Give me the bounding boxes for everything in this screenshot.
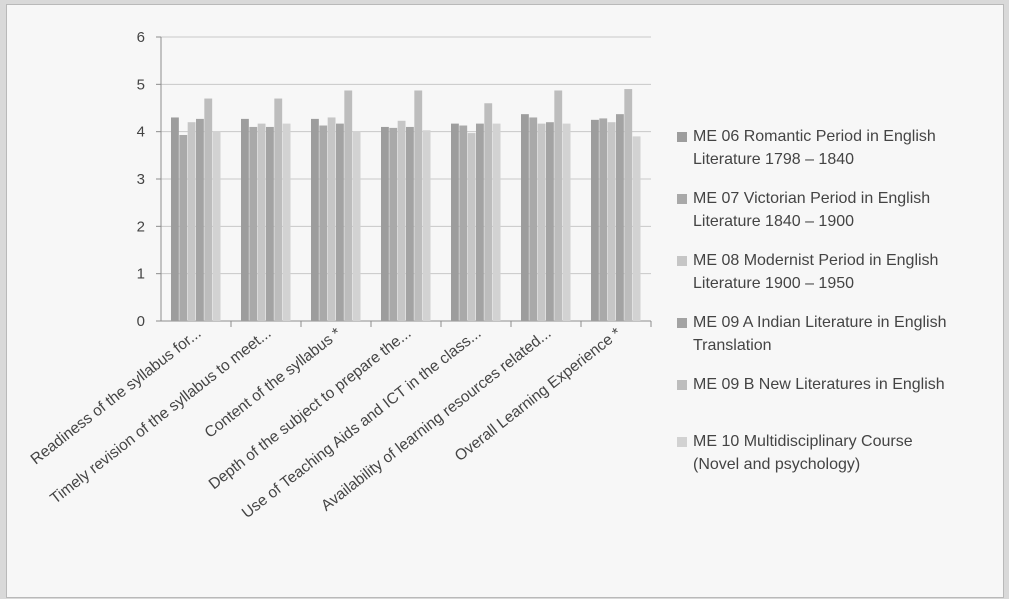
bar-6-7 — [632, 136, 641, 321]
bar-2-3 — [319, 125, 328, 321]
legend-swatch — [677, 256, 687, 266]
bar-2-5 — [459, 125, 468, 321]
bar-1-6 — [521, 114, 529, 321]
bar-3-1 — [187, 122, 196, 321]
legend-item: ME 06 Romantic Period in English Literat… — [677, 125, 1007, 171]
legend-swatch — [677, 194, 687, 204]
bar-6-6 — [562, 123, 571, 322]
legend-label: ME 09 A Indian Literature in English Tra… — [693, 314, 947, 354]
legend-label: ME 09 B New Literatures in English — [693, 376, 945, 393]
bar-2-4 — [389, 127, 398, 321]
x-tick-label: Use of Teaching Aids and ICT in the clas… — [239, 325, 485, 522]
chart-frame: 0 1 2 3 4 5 6 Readiness of the syllabus for... T… — [6, 4, 1004, 598]
y-tick-label: 6 — [137, 29, 145, 46]
bar-1-3 — [311, 118, 319, 322]
bar-6-3 — [352, 131, 361, 321]
bar-3-6 — [537, 123, 546, 322]
bar-4-1 — [196, 118, 204, 322]
bar-6-4 — [422, 130, 431, 321]
bar-2-1 — [179, 134, 188, 321]
legend-item: ME 07 Victorian Period in English Litera… — [677, 187, 1007, 233]
legend-label: ME 08 Modernist Period in English Litera… — [693, 252, 939, 292]
x-tick-label: Content of the syllabus * — [202, 325, 345, 442]
bar-3-7 — [607, 122, 616, 321]
legend-label: ME 06 Romantic Period in English Literat… — [693, 128, 936, 168]
bar-6-5 — [492, 123, 501, 322]
chart-legend: ME 06 Romantic Period in English Literat… — [677, 125, 1007, 492]
bar-5-2 — [274, 98, 283, 322]
legend-label: ME 07 Victorian Period in English Litera… — [693, 190, 931, 230]
bar-3-4 — [397, 120, 406, 321]
y-tick-label: 3 — [137, 171, 145, 188]
bar-5-4 — [414, 90, 423, 321]
bar-5-1 — [204, 98, 213, 322]
bar-1-1 — [171, 117, 179, 321]
bar-2-7 — [599, 118, 608, 321]
bar-1-5 — [451, 123, 459, 322]
legend-swatch — [677, 132, 687, 142]
legend-item: ME 09 A Indian Literature in English Tra… — [677, 311, 1007, 357]
y-tick-label: 0 — [137, 313, 145, 330]
bar-2-2 — [249, 126, 258, 321]
y-tick-label: 1 — [137, 266, 145, 283]
bar-6-2 — [282, 123, 291, 322]
bar-1-4 — [381, 126, 389, 321]
bar-3-3 — [327, 117, 336, 321]
y-tick-label: 2 — [137, 218, 145, 235]
legend-swatch — [677, 437, 687, 447]
legend-swatch — [677, 380, 687, 390]
legend-label: ME 10 Multidisciplinary Course (Novel an… — [693, 433, 913, 473]
y-tick-label: 4 — [137, 124, 145, 141]
y-tick-label: 5 — [137, 76, 145, 93]
bar-5-5 — [484, 103, 493, 322]
bar-1-7 — [591, 119, 599, 321]
bar-4-4 — [406, 126, 414, 321]
bar-5-6 — [554, 90, 563, 321]
bar-4-5 — [476, 123, 484, 322]
bar-3-5 — [467, 133, 476, 321]
legend-item: ME 10 Multidisciplinary Course (Novel an… — [677, 430, 1007, 476]
bar-4-6 — [546, 122, 554, 321]
legend-item: ME 09 B New Literatures in English — [677, 373, 1007, 396]
bar-2-6 — [529, 117, 538, 321]
bar-5-7 — [624, 89, 633, 321]
bar-4-3 — [336, 123, 344, 322]
bar-4-2 — [266, 126, 274, 321]
bar-1-2 — [241, 118, 249, 322]
bar-4-7 — [616, 114, 624, 321]
bar-5-3 — [344, 90, 353, 321]
legend-item: ME 08 Modernist Period in English Litera… — [677, 249, 1007, 295]
bar-3-2 — [257, 123, 266, 322]
legend-swatch — [677, 318, 687, 328]
bar-6-1 — [212, 131, 221, 321]
